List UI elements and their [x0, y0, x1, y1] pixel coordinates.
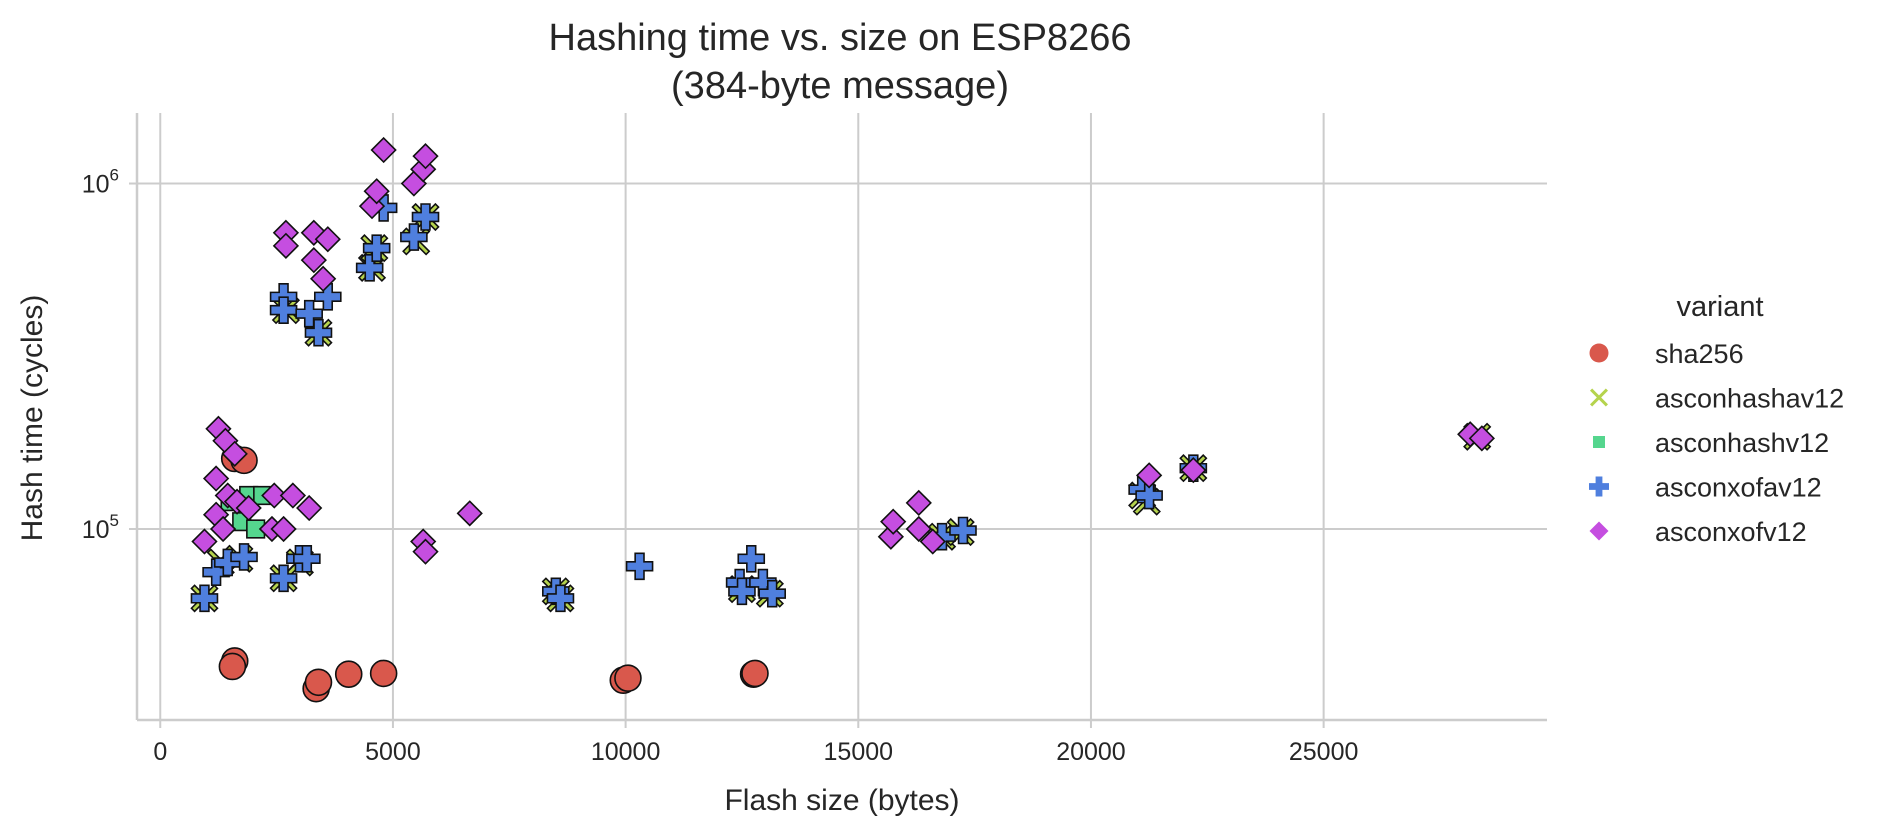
data-point-sha256 [334, 660, 363, 688]
legend-label-asconxofv12: asconxofv12 [1655, 517, 1807, 547]
data-point-asconxofv12 [1135, 462, 1163, 489]
data-point-asconxofav12 [190, 584, 219, 613]
data-point-asconxofv12 [270, 515, 297, 543]
x-axis-ticks: 0 5000 10000 15000 20000 25000 [153, 720, 1358, 766]
data-point-asconxofv12 [202, 465, 230, 492]
chart-title: Hashing time vs. size on ESP8266 (384-by… [549, 17, 1132, 107]
data-point-asconxofv12 [905, 489, 932, 517]
legend-label-asconxofav12: asconxofav12 [1655, 473, 1822, 503]
legend-marker-asconhashv12 [1593, 436, 1605, 448]
legend: variant sha256 asconhashav12 asconhashv12 a… [1589, 291, 1844, 547]
legend-title: variant [1676, 291, 1763, 323]
data-point-asconxofv12 [235, 494, 262, 522]
data-point-asconxofav12 [400, 223, 428, 251]
data-point-asconxofv12 [412, 538, 439, 565]
data-point-asconxofav12 [293, 544, 321, 573]
data-point-asconxofv12 [310, 265, 337, 292]
legend-label-sha256: sha256 [1655, 339, 1744, 369]
legend-label-asconhashav12: asconhashav12 [1655, 384, 1844, 414]
legend-marker-asconxofv12 [1589, 521, 1609, 541]
y-axis-label: Hash time (cycles) [16, 295, 49, 542]
data-point-asconxofav12 [230, 543, 258, 571]
legend-marker-asconxofav12 [1589, 476, 1609, 497]
grid-lines [137, 113, 1547, 720]
x-tick-label: 25000 [1289, 738, 1359, 766]
x-axis-label: Flash size (bytes) [724, 784, 959, 817]
data-point-sha256 [304, 668, 333, 697]
data-point-asconxofv12 [919, 528, 946, 555]
y-tick-label: 106 [82, 166, 119, 199]
data-point-asconxofv12 [1468, 425, 1495, 452]
x-tick-label: 0 [153, 738, 167, 766]
x-tick-label: 10000 [591, 738, 661, 766]
data-point-sha256 [369, 659, 398, 688]
series-asconxofv12 [191, 136, 1495, 565]
data-point-asconxofav12 [411, 203, 440, 231]
data-point-asconxofav12 [202, 558, 230, 586]
data-point-asconxofav12 [728, 577, 756, 606]
data-point-asconxofav12 [269, 296, 298, 324]
data-point-asconxofav12 [355, 254, 384, 282]
legend-item-asconxofav12: asconxofav12 [1589, 473, 1822, 503]
legend-marker-asconhashav12 [1590, 388, 1608, 407]
series-sha256 [218, 444, 769, 703]
y-axis-ticks: 105 106 [82, 166, 137, 544]
data-point-asconxofav12 [949, 516, 977, 545]
data-point-asconxofv12 [296, 494, 323, 522]
data-point-sha256 [218, 652, 247, 681]
data-point-asconxofv12 [370, 136, 397, 164]
data-point-asconxofv12 [300, 247, 327, 274]
data-point-asconxofav12 [758, 579, 786, 608]
data-point-asconxofv12 [1180, 457, 1207, 484]
legend-marker-sha256 [1589, 343, 1609, 363]
legend-label-asconhashv12: asconhashv12 [1655, 428, 1829, 458]
data-points [190, 136, 1495, 703]
data-point-asconxofav12 [313, 283, 342, 311]
x-tick-label: 20000 [1056, 738, 1126, 766]
data-point-asconxofav12 [304, 318, 333, 347]
chart-title-line2: (384-byte message) [671, 65, 1009, 107]
legend-item-asconhashav12: asconhashav12 [1590, 384, 1844, 414]
data-point-asconxofv12 [209, 515, 237, 543]
data-point-sha256 [614, 664, 642, 692]
data-point-asconxofv12 [279, 482, 307, 509]
data-point-asconxofav12 [737, 544, 766, 573]
data-point-asconxofv12 [314, 226, 341, 253]
data-point-asconxofv12 [880, 508, 907, 535]
data-point-asconxofv12 [221, 440, 248, 467]
data-point-asconxofav12 [1135, 481, 1163, 510]
y-tick-label: 105 [82, 511, 119, 544]
series-asconhashav12 [190, 202, 1492, 613]
data-point-asconxofav12 [625, 552, 654, 581]
x-tick-label: 15000 [824, 738, 894, 766]
data-point-asconhashv12 [246, 519, 266, 539]
data-point-asconxofv12 [456, 500, 483, 527]
data-point-asconxofv12 [363, 178, 390, 205]
data-point-asconxofv12 [412, 143, 439, 170]
data-point-asconxofv12 [272, 232, 300, 259]
legend-item-sha256: sha256 [1589, 339, 1744, 369]
data-point-sha256 [741, 659, 769, 688]
chart-title-line1: Hashing time vs. size on ESP8266 [549, 17, 1132, 59]
data-point-asconxofv12 [191, 528, 218, 555]
x-tick-label: 5000 [365, 738, 421, 766]
data-point-asconxofav12 [546, 584, 575, 613]
legend-item-asconhashv12: asconhashv12 [1593, 428, 1829, 458]
data-point-asconxofav12 [269, 564, 298, 593]
data-point-asconxofv12 [261, 482, 288, 509]
axes [135, 113, 1547, 722]
data-point-asconxofv12 [905, 515, 932, 543]
legend-item-asconxofv12: asconxofv12 [1589, 517, 1807, 547]
series-asconxofav12 [190, 194, 1208, 613]
data-point-asconxofav12 [362, 234, 391, 262]
